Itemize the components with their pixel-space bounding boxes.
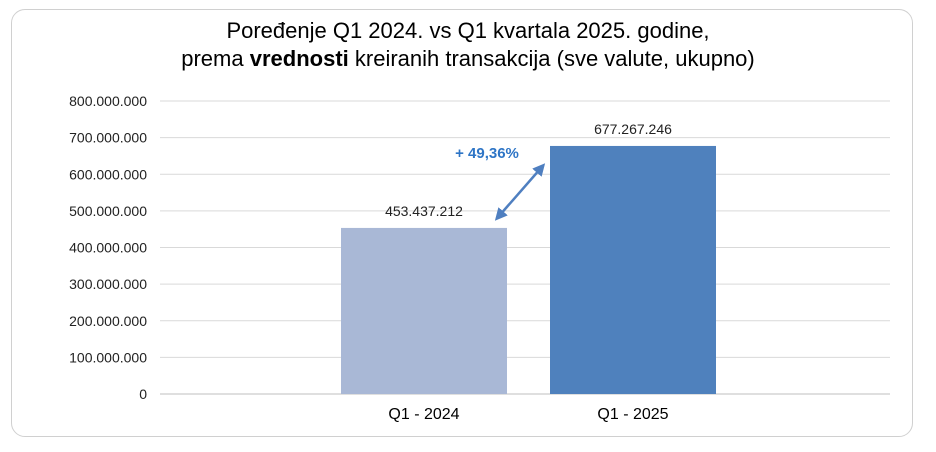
data-label: 677.267.246 bbox=[594, 121, 672, 137]
y-tick-label: 300.000.000 bbox=[69, 276, 147, 292]
y-tick-label: 800.000.000 bbox=[69, 93, 147, 109]
title-line-2-post: kreiranih transakcija (sve valute, ukupn… bbox=[348, 46, 755, 71]
data-label: 453.437.212 bbox=[385, 203, 463, 219]
title-line-2: prema vrednosti kreiranih transakcija (s… bbox=[0, 45, 936, 73]
x-tick-label: Q1 - 2025 bbox=[597, 406, 668, 423]
title-line-1: Poređenje Q1 2024. vs Q1 kvartala 2025. … bbox=[226, 18, 710, 43]
x-tick-label: Q1 - 2024 bbox=[388, 406, 459, 423]
change-annotation: + 49,36% bbox=[455, 145, 519, 162]
y-tick-label: 100.000.000 bbox=[69, 349, 147, 365]
change-arrow bbox=[494, 163, 546, 221]
chart-title: Poređenje Q1 2024. vs Q1 kvartala 2025. … bbox=[0, 17, 936, 73]
title-line-2-pre: prema bbox=[181, 46, 250, 71]
y-tick-label: 200.000.000 bbox=[69, 313, 147, 329]
bar-2 bbox=[550, 145, 716, 394]
y-tick-label: 700.000.000 bbox=[69, 130, 147, 146]
y-tick-label: 500.000.000 bbox=[69, 203, 147, 219]
y-tick-label: 600.000.000 bbox=[69, 166, 147, 182]
y-tick-label: 400.000.000 bbox=[69, 240, 147, 256]
title-line-2-bold: vrednosti bbox=[249, 46, 349, 71]
bar-1 bbox=[341, 227, 507, 394]
y-tick-label: 0 bbox=[139, 386, 147, 402]
